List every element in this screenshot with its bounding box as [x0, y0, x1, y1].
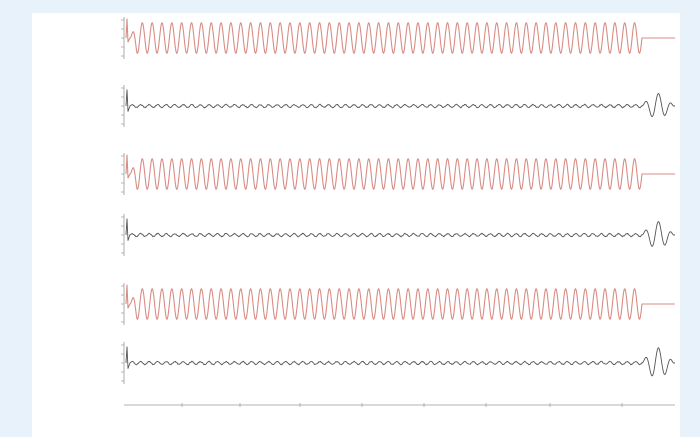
track-5-signal-line — [125, 284, 675, 320]
track-4-signal-line — [125, 218, 675, 247]
track-3-signal-line — [125, 154, 675, 190]
chart-panel — [32, 13, 680, 437]
track-6-signal-line — [125, 346, 675, 377]
multi-track-signal-chart — [121, 17, 675, 407]
track-1-signal-line — [125, 18, 675, 54]
track-2-signal-line — [125, 89, 675, 117]
